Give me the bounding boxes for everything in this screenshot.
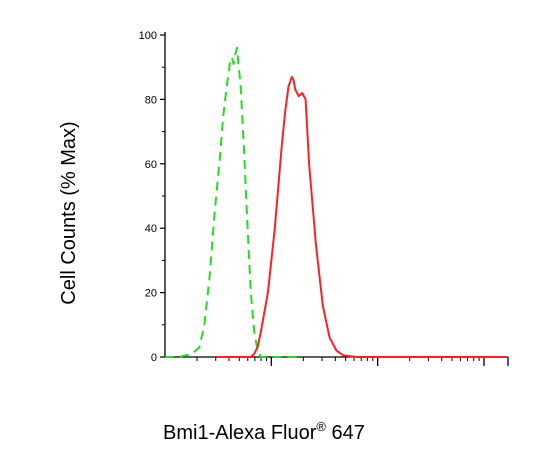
y-tick-label: 20	[145, 288, 157, 300]
y-tick-label: 100	[139, 30, 157, 42]
y-tick-label: 60	[145, 159, 157, 171]
x-axis-title-main: Bmi1-Alexa Fluor	[163, 422, 317, 444]
y-tick-label: 40	[145, 223, 157, 235]
y-tick-label: 80	[145, 94, 157, 106]
bmi1-histogram-line	[216, 75, 508, 358]
x-axis-title: Bmi1-Alexa Fluor® 647	[163, 419, 365, 444]
y-axis-title: Cell Counts (% Max)	[58, 121, 80, 304]
x-axis-title-registered-mark: ®	[316, 419, 326, 434]
x-axis-title-suffix: 647	[326, 422, 365, 444]
isotype-control-histogram-line	[165, 46, 303, 358]
plot-area: 0 20 40 60 80 100	[139, 30, 509, 366]
y-tick-label: 0	[151, 352, 157, 364]
